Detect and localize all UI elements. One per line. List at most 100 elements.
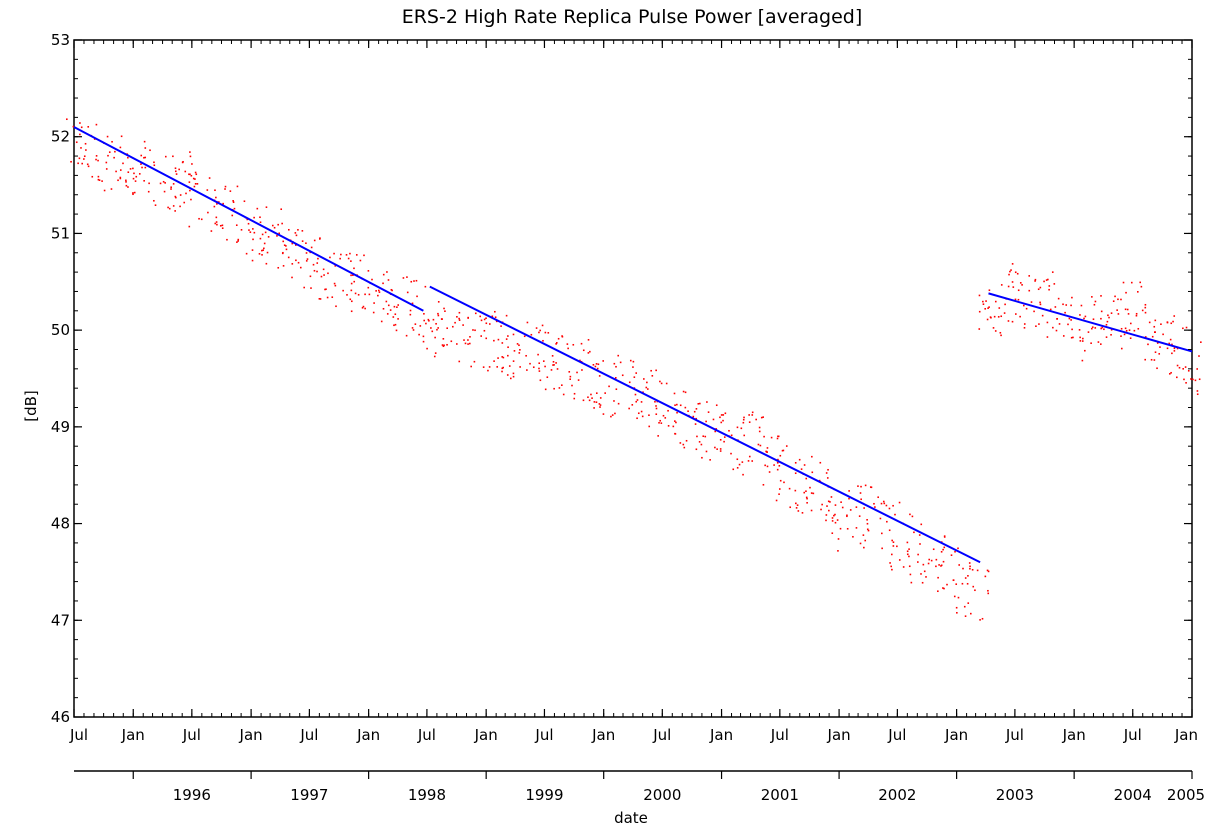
data-point: [762, 483, 765, 486]
data-point: [715, 428, 717, 430]
data-point: [75, 141, 78, 144]
data-point: [334, 284, 337, 287]
data-point: [179, 194, 182, 196]
data-point: [562, 393, 565, 396]
data-point: [243, 200, 246, 203]
data-point: [253, 216, 255, 219]
data-point: [153, 164, 156, 167]
data-point: [561, 335, 563, 337]
data-point: [1094, 300, 1097, 303]
data-point: [682, 443, 685, 446]
data-point: [679, 404, 682, 407]
data-point: [573, 392, 576, 395]
data-point: [1039, 286, 1042, 289]
data-point: [437, 301, 440, 303]
data-point: [1170, 322, 1173, 325]
data-point: [942, 587, 944, 589]
data-point: [1037, 288, 1040, 291]
data-point: [1110, 333, 1112, 336]
data-point: [1011, 263, 1014, 265]
data-point: [621, 374, 624, 377]
data-point: [569, 375, 572, 378]
data-point: [350, 274, 352, 277]
data-point: [634, 393, 637, 396]
data-point: [282, 251, 284, 254]
data-point: [144, 166, 147, 169]
data-point: [956, 611, 958, 614]
data-point: [95, 155, 98, 157]
data-point: [1023, 326, 1026, 329]
data-point: [984, 575, 987, 578]
data-point: [266, 251, 269, 254]
data-point: [1192, 378, 1194, 381]
data-point: [561, 384, 563, 386]
data-point: [423, 319, 425, 322]
data-point: [396, 306, 398, 308]
data-point: [614, 412, 616, 415]
data-point: [397, 304, 400, 306]
x-year-label: 2005: [1167, 786, 1205, 804]
data-point: [189, 189, 191, 192]
data-point: [1151, 335, 1154, 338]
data-point: [859, 542, 862, 545]
y-tick-label: 46: [51, 708, 70, 726]
data-point: [541, 324, 544, 327]
data-point: [796, 504, 799, 506]
data-point: [301, 230, 304, 232]
data-point: [539, 379, 542, 382]
data-point: [362, 305, 365, 308]
data-point: [866, 528, 869, 531]
data-point: [891, 568, 893, 571]
data-point: [1185, 326, 1188, 329]
data-point: [280, 208, 283, 211]
data-point: [80, 147, 82, 149]
data-point: [632, 366, 634, 368]
data-point: [1112, 300, 1115, 303]
data-point: [892, 504, 894, 507]
data-point: [418, 333, 420, 336]
data-point: [364, 307, 366, 310]
data-point: [811, 471, 814, 474]
data-point: [133, 172, 135, 175]
data-point: [190, 198, 192, 201]
data-point: [961, 582, 964, 585]
data-point: [955, 606, 958, 609]
data-point: [261, 233, 264, 236]
y-tick-label: 53: [51, 31, 70, 49]
data-point: [512, 333, 515, 336]
data-point: [1048, 285, 1051, 287]
data-point: [692, 415, 695, 418]
data-point: [210, 230, 213, 232]
data-point: [698, 441, 701, 443]
data-point: [512, 372, 515, 375]
data-point: [984, 307, 986, 310]
data-point: [473, 360, 476, 363]
data-point: [426, 347, 428, 350]
data-point: [349, 252, 351, 255]
data-point: [291, 263, 294, 265]
data-point: [485, 317, 487, 320]
data-point: [437, 314, 440, 317]
data-point: [682, 390, 685, 393]
data-point: [85, 149, 87, 151]
data-point: [441, 344, 444, 346]
data-point: [95, 123, 98, 126]
data-point: [427, 318, 430, 321]
data-point: [207, 211, 209, 214]
data-point: [352, 274, 354, 276]
data-point: [392, 316, 395, 318]
data-point: [987, 307, 989, 309]
data-point: [1097, 341, 1100, 343]
data-point: [333, 282, 336, 285]
data-point: [619, 361, 622, 364]
data-point: [508, 365, 511, 367]
data-point: [162, 180, 165, 183]
data-point: [736, 458, 739, 461]
data-point: [1100, 317, 1102, 320]
data-point: [1034, 280, 1036, 282]
data-point: [1176, 347, 1179, 350]
data-point: [101, 180, 103, 182]
data-point: [831, 532, 834, 535]
data-point: [237, 238, 240, 241]
data-point: [194, 178, 196, 180]
